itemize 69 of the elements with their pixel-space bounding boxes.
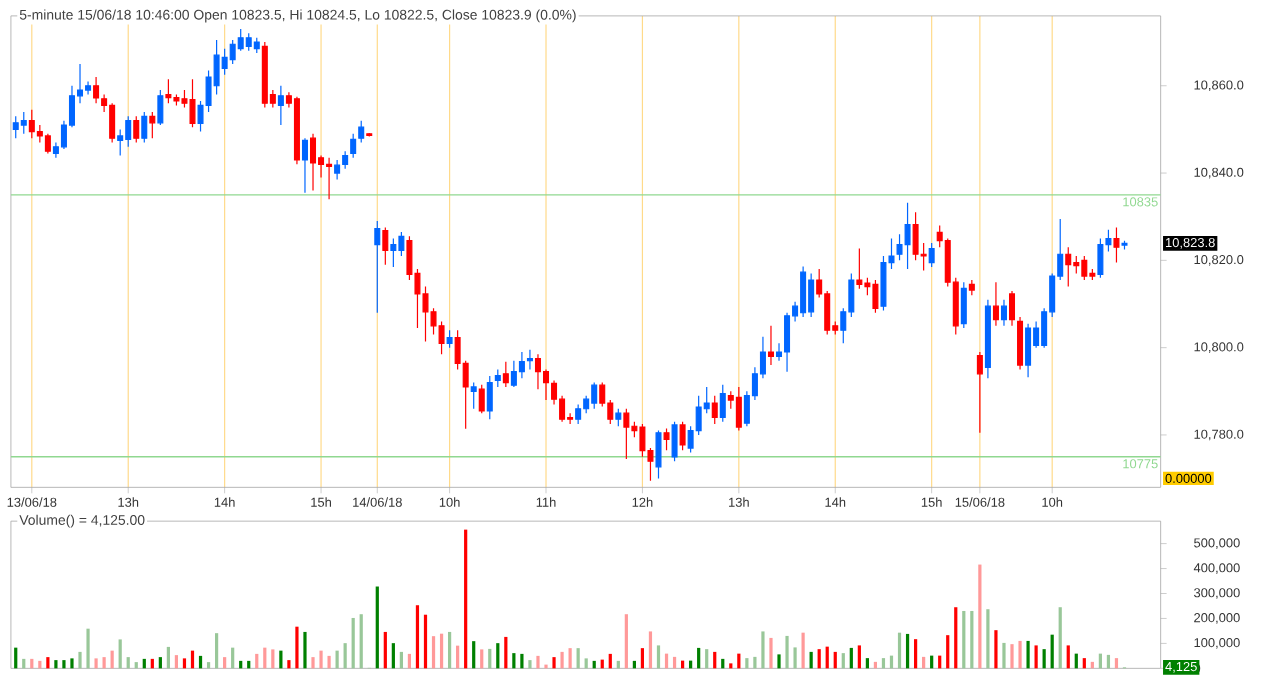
candlestick xyxy=(510,360,517,388)
candlestick xyxy=(591,381,598,410)
candlestick xyxy=(735,386,742,432)
candlestick xyxy=(44,133,51,154)
candlestick xyxy=(390,237,397,268)
candlestick xyxy=(671,421,678,462)
candlestick xyxy=(623,408,630,460)
candlestick xyxy=(165,78,172,104)
candlestick xyxy=(93,76,100,104)
candlestick xyxy=(502,360,509,388)
candlestick xyxy=(157,89,164,126)
candlestick xyxy=(1121,240,1128,250)
candlestick xyxy=(872,279,879,314)
candlestick xyxy=(711,394,718,425)
candlestick xyxy=(1081,255,1088,281)
candlestick xyxy=(928,242,935,268)
candlestick xyxy=(342,150,349,170)
candlestick xyxy=(856,247,863,290)
candlestick xyxy=(125,115,132,148)
candlestick xyxy=(655,429,662,480)
candlestick xyxy=(446,329,453,349)
candlestick xyxy=(992,281,999,327)
candlestick xyxy=(470,381,477,410)
candlestick xyxy=(245,32,252,52)
candlestick xyxy=(960,281,967,329)
candlestick xyxy=(1065,246,1072,288)
candlestick xyxy=(1113,226,1120,264)
candlestick xyxy=(486,375,493,420)
candlestick xyxy=(28,109,35,139)
candlestick xyxy=(293,95,300,165)
candlestick xyxy=(301,137,308,194)
candlestick xyxy=(968,279,975,296)
candlestick xyxy=(1009,290,1016,327)
candlestick xyxy=(767,325,774,366)
candlestick xyxy=(1097,237,1104,279)
candlestick xyxy=(976,351,983,434)
candlestick xyxy=(615,408,622,427)
candlestick xyxy=(1017,316,1024,370)
candlestick xyxy=(253,37,260,54)
candlestick xyxy=(719,384,726,423)
candlestick xyxy=(12,115,19,139)
candlestick xyxy=(1000,298,1007,327)
candlestick xyxy=(904,202,911,270)
candlestick xyxy=(808,272,815,318)
candlestick xyxy=(149,111,156,139)
candlestick xyxy=(189,78,196,128)
candlestick xyxy=(261,41,268,109)
candlestick xyxy=(518,351,525,379)
candlestick xyxy=(984,298,991,379)
candlestick xyxy=(575,403,582,425)
candlestick xyxy=(374,220,381,314)
candlestick xyxy=(326,157,333,200)
candlestick xyxy=(800,265,807,318)
candlestick xyxy=(382,226,389,266)
candlestick xyxy=(109,102,116,143)
candlestick xyxy=(310,133,317,192)
candlestick xyxy=(20,111,27,135)
candlestick xyxy=(1025,322,1032,378)
candlestick xyxy=(478,384,485,414)
candlestick xyxy=(141,111,148,143)
candlestick xyxy=(526,349,533,370)
candlestick xyxy=(334,159,341,181)
candlestick xyxy=(358,119,365,143)
candlestick xyxy=(350,133,357,159)
candlestick xyxy=(494,368,501,388)
candlestick xyxy=(277,85,284,126)
candlestick xyxy=(133,115,140,143)
candlestick xyxy=(679,421,686,451)
candlestick xyxy=(663,427,670,451)
